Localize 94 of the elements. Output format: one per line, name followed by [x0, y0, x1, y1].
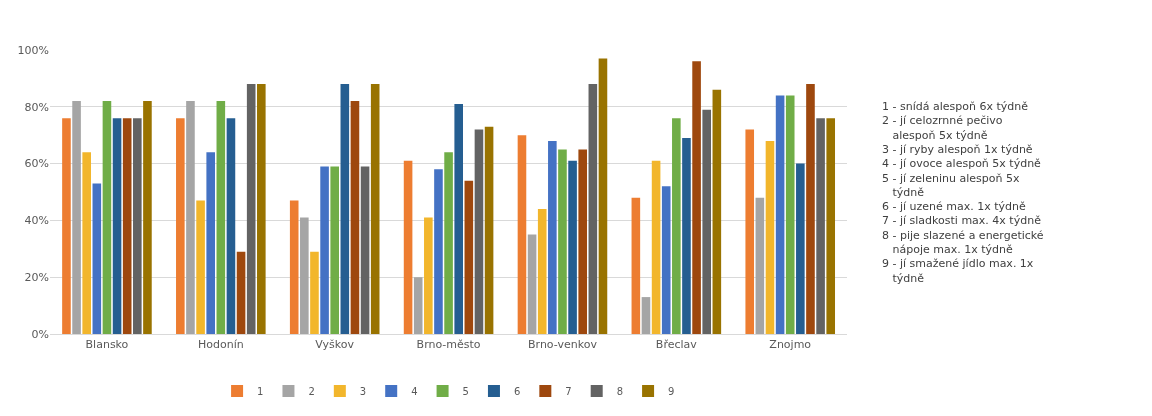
x-tick-label: Brno-venkov	[528, 338, 598, 352]
bar	[112, 118, 122, 334]
bar	[672, 118, 681, 334]
legend-label: 2	[308, 386, 315, 397]
bar	[143, 101, 152, 334]
x-tick-label: Brno-město	[416, 338, 481, 352]
x-tick-label: Znojmo	[769, 338, 812, 352]
y-tick-label: 20%	[24, 271, 49, 285]
bar	[692, 61, 701, 334]
bar	[102, 101, 112, 334]
bar	[246, 84, 256, 334]
legend-label: 8	[616, 386, 624, 397]
bar	[775, 95, 785, 334]
x-tick-label: Blansko	[85, 338, 129, 352]
text: 4 - jí ovoce alespoň 5x týdně	[882, 157, 1042, 171]
legend-label: 1	[257, 386, 264, 397]
bar	[226, 118, 236, 334]
bar	[806, 84, 815, 334]
bar	[330, 166, 339, 334]
legend-label: 6	[513, 386, 521, 397]
bar	[464, 180, 474, 334]
bar	[712, 89, 722, 334]
bar	[558, 149, 567, 334]
bar	[413, 277, 423, 334]
legend-label: 4	[411, 386, 418, 397]
bar	[350, 101, 360, 334]
text: 7 - jí sladkosti max. 4x týdně	[882, 214, 1042, 228]
bar	[257, 84, 266, 334]
y-tick-label: 80%	[24, 100, 49, 114]
bar	[765, 140, 775, 334]
bar	[537, 209, 547, 334]
legend-label: 9	[668, 386, 675, 397]
y-tick-label: 60%	[24, 157, 49, 171]
bar	[641, 297, 651, 334]
bar	[186, 101, 195, 334]
y-tick-label: 0%	[31, 327, 49, 341]
legend-label: 5	[462, 386, 469, 397]
bar	[548, 140, 557, 334]
bar	[176, 118, 185, 334]
bar	[588, 84, 598, 334]
x-tick-label: Břeclav	[655, 338, 698, 352]
text: 3 - jí ryby alespoň 1x týdně	[882, 142, 1033, 156]
legend-label: 3	[359, 386, 367, 397]
bar	[661, 186, 671, 334]
bar	[403, 160, 413, 334]
bar	[474, 129, 484, 334]
bar	[631, 197, 641, 334]
bar	[517, 135, 527, 334]
text: 8 - pije slazené a energetické nápoje max. 1x týdně	[882, 228, 1044, 256]
bar	[310, 251, 319, 334]
bar	[236, 251, 246, 334]
bar	[340, 84, 350, 334]
text: 6 - jí uzené max. 1x týdně	[882, 200, 1027, 214]
text: 1 - snídá alespoň 6x týdně	[882, 100, 1029, 113]
bar	[444, 152, 453, 334]
bar	[745, 129, 755, 334]
bar	[62, 118, 71, 334]
bar	[598, 58, 608, 334]
bar	[651, 160, 661, 334]
bar	[816, 118, 825, 334]
bar	[568, 160, 577, 334]
bar	[796, 163, 805, 334]
bar	[289, 200, 299, 334]
bar	[122, 118, 132, 334]
bar	[360, 166, 370, 334]
bar	[206, 152, 215, 334]
bar	[755, 197, 765, 334]
bar	[682, 138, 691, 334]
bar	[320, 166, 329, 334]
bar	[72, 101, 81, 334]
y-tick-label: 100%	[17, 43, 49, 57]
bar	[434, 169, 443, 334]
bar	[454, 103, 463, 334]
x-tick-label: Vyškov	[315, 338, 355, 352]
text: 9 - jí smažené jídlo max. 1x týdně	[882, 257, 1034, 285]
y-tick-label: 40%	[24, 214, 49, 228]
bar	[785, 95, 795, 334]
bar	[578, 149, 588, 334]
bar	[424, 217, 433, 334]
bar	[133, 118, 142, 334]
bar	[216, 101, 226, 334]
bar	[484, 126, 494, 334]
bar	[92, 183, 102, 334]
bar	[702, 109, 712, 334]
bar	[300, 217, 309, 334]
bar	[527, 234, 537, 334]
legend-label: 7	[565, 386, 572, 397]
bar	[82, 152, 91, 334]
bar	[196, 200, 205, 334]
bar	[826, 118, 836, 334]
text: 2 - jí celozrnné pečivo alespoň 5x týdně	[882, 114, 1003, 142]
x-tick-label: Hodonín	[197, 338, 244, 352]
text: 5 - jí zeleninu alespoň 5x týdně	[882, 171, 1020, 199]
bar	[370, 84, 380, 334]
